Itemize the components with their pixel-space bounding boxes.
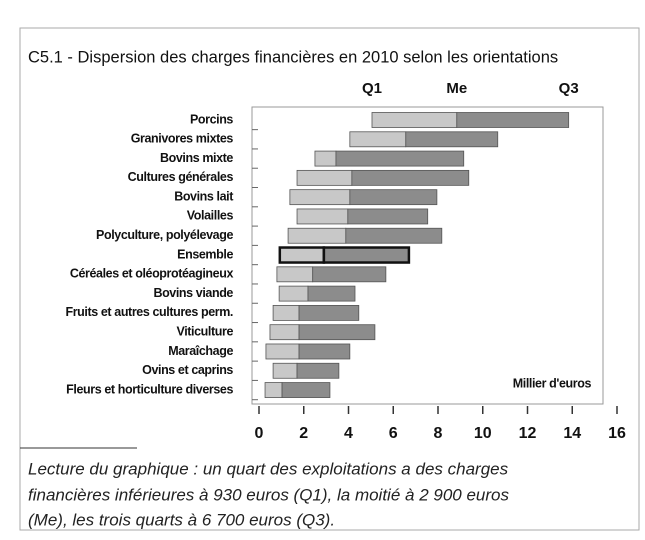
q1-me-bar bbox=[287, 227, 347, 244]
column-label: Q1 bbox=[362, 80, 382, 97]
category-label: Cultures générales bbox=[128, 170, 234, 184]
q1-me-bar bbox=[349, 131, 407, 148]
category-label: Volailles bbox=[187, 209, 234, 223]
unit-label: Millier d'euros bbox=[513, 376, 592, 390]
category-label: Granivores mixtes bbox=[131, 132, 234, 146]
category-label: Bovins lait bbox=[174, 189, 234, 203]
chart-title: C5.1 - Dispersion des charges financière… bbox=[28, 48, 558, 66]
category-label: Porcins bbox=[190, 112, 233, 126]
q1-me-bar bbox=[289, 189, 351, 206]
note: financières inférieures à 930 euros (Q1)… bbox=[28, 485, 509, 504]
x-tick-label: 6 bbox=[389, 425, 398, 442]
me-q3-bar bbox=[405, 131, 499, 148]
me-q3-bar bbox=[298, 304, 360, 321]
category-label: Fleurs et horticulture diverses bbox=[66, 382, 233, 396]
category-label: Fruits et autres cultures perm. bbox=[65, 305, 233, 319]
x-tick-label: 16 bbox=[608, 425, 626, 442]
q1-me-bar bbox=[272, 362, 298, 379]
x-tick-label: 4 bbox=[344, 425, 353, 442]
x-tick-label: 10 bbox=[474, 425, 492, 442]
me-q3-bar bbox=[307, 285, 356, 302]
category-label: Bovins mixte bbox=[160, 151, 233, 165]
q1-me-bar bbox=[278, 285, 309, 302]
me-q3-bar bbox=[335, 150, 465, 167]
q1-me-bar bbox=[269, 324, 300, 341]
column-label: Q3 bbox=[559, 80, 579, 97]
q1-me-bar bbox=[371, 112, 458, 128]
q1-me-bar bbox=[278, 246, 326, 264]
x-tick-label: 12 bbox=[519, 425, 537, 442]
category-label: Polyculture, polyélevage bbox=[96, 228, 233, 242]
q1-me-bar bbox=[296, 208, 349, 225]
column-label: Me bbox=[446, 80, 467, 97]
category-label: Céréales et oléoprotéagineux bbox=[70, 267, 234, 281]
me-q3-bar bbox=[456, 112, 570, 128]
note: (Me), les trois quarts à 6 700 euros (Q3… bbox=[28, 510, 335, 529]
note: Lecture du graphique : un quart des expl… bbox=[28, 459, 509, 478]
me-q3-bar bbox=[281, 382, 331, 398]
category-label: Viticulture bbox=[177, 324, 234, 338]
me-q3-bar bbox=[351, 169, 470, 186]
q1-me-bar bbox=[272, 304, 300, 321]
plot-area bbox=[251, 106, 604, 405]
q1-me-bar bbox=[276, 266, 314, 283]
me-q3-bar bbox=[322, 246, 411, 264]
frame bbox=[19, 27, 640, 531]
q1-me-bar bbox=[314, 150, 337, 167]
x-tick-label: 0 bbox=[255, 425, 264, 442]
x-tick-label: 2 bbox=[299, 425, 308, 442]
x-tick-label: 8 bbox=[434, 425, 443, 442]
me-q3-bar bbox=[298, 343, 351, 360]
q1-me-bar bbox=[265, 343, 300, 360]
me-q3-bar bbox=[312, 266, 387, 283]
q1-me-bar bbox=[296, 169, 353, 186]
category-label: Ovins et caprins bbox=[142, 363, 233, 377]
me-q3-bar bbox=[345, 227, 443, 244]
me-q3-bar bbox=[298, 324, 376, 341]
q1-me-bar bbox=[264, 382, 283, 398]
me-q3-bar bbox=[347, 208, 429, 225]
x-tick-label: 14 bbox=[563, 425, 581, 442]
me-q3-bar bbox=[296, 362, 340, 379]
category-label: Bovins viande bbox=[153, 286, 233, 300]
category-label: Maraîchage bbox=[168, 344, 233, 358]
me-q3-bar bbox=[349, 189, 438, 206]
category-label: Ensemble bbox=[177, 247, 233, 261]
